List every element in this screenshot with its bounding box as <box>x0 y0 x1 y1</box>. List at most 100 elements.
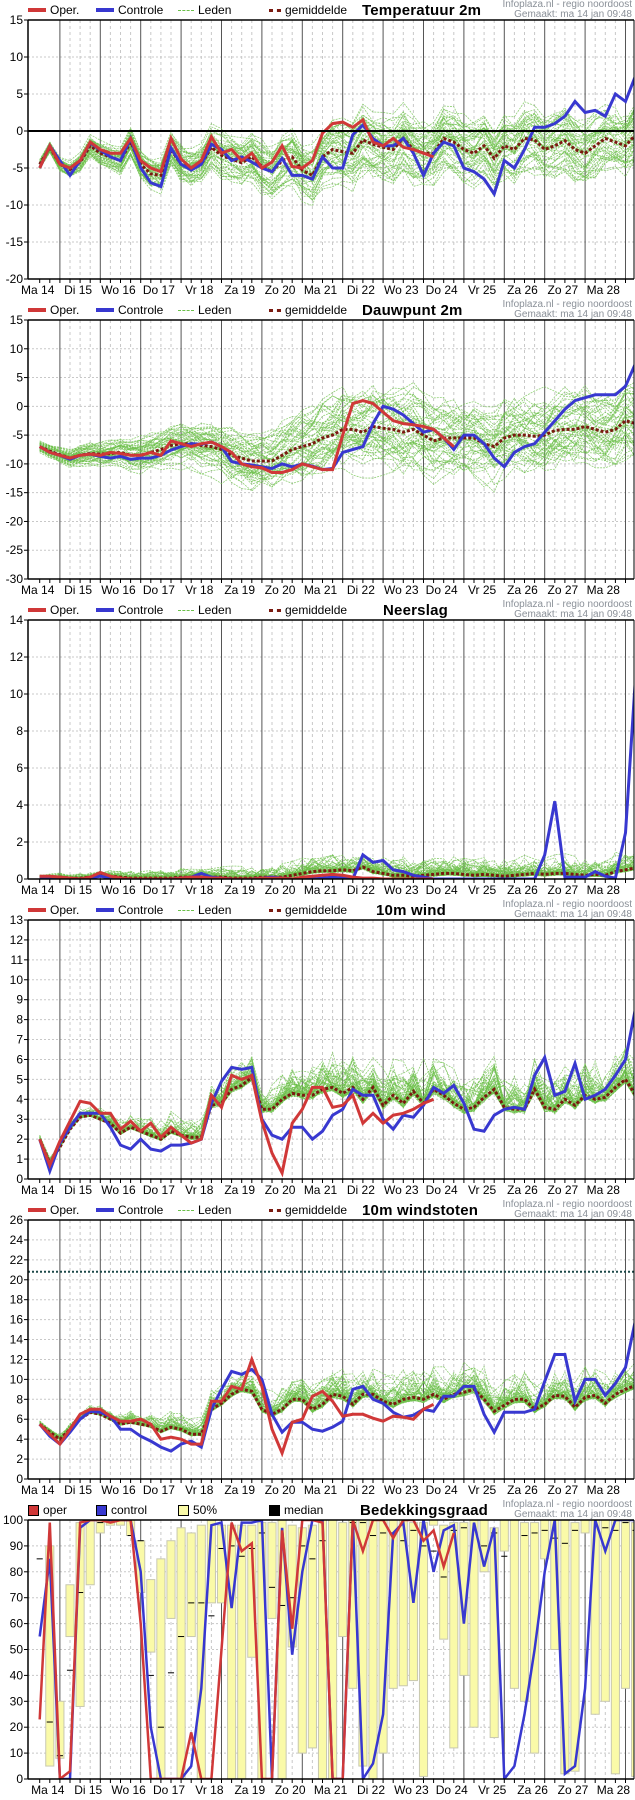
x-tick-label: Ma 21 <box>304 583 338 597</box>
y-tick-label: 2 <box>16 835 23 849</box>
legend-label: Leden <box>198 603 232 617</box>
chart-svg: 0 10 20 30 40 50 60 70 80 90 100 Ma 14 Di 15 Wo 16 Do … <box>3 1513 635 1797</box>
ensemble-member-line <box>39 399 634 455</box>
x-tick-label: Vr 18 <box>185 283 214 297</box>
control-line <box>38 1319 634 1453</box>
ensemble-member-line <box>39 115 634 180</box>
band-bar <box>166 1540 176 1619</box>
y-tick-label: -15 <box>6 235 24 249</box>
y-tick-label: -30 <box>6 572 24 586</box>
ensemble-member-line <box>39 856 634 879</box>
legend-label: gemiddelde <box>285 903 348 917</box>
legend-item-control: Controle <box>96 1203 163 1217</box>
ensemble-member-line <box>39 123 634 184</box>
ensemble-member-line <box>39 149 634 195</box>
y-tick-label: 4 <box>16 1092 23 1106</box>
legend-swatch-control <box>96 8 114 12</box>
ensemble-member-line <box>39 864 634 879</box>
band-bar <box>206 1520 216 1604</box>
y-tick-label: 14 <box>10 613 24 627</box>
plot-area <box>38 1008 634 1178</box>
y-tick-label: 12 <box>10 933 24 947</box>
legend-label: Leden <box>198 3 232 17</box>
ensemble-member-line <box>39 114 634 170</box>
legend-swatch-oper <box>28 908 46 912</box>
x-tick-label: Zo 20 <box>265 883 296 897</box>
band-bar <box>85 1520 95 1586</box>
x-tick-label: Wo 16 <box>101 883 136 897</box>
legend-label: Oper. <box>50 603 80 617</box>
legend-label: gemiddelde <box>285 1203 348 1217</box>
ensemble-member-line <box>39 857 634 879</box>
legend-item-control: control <box>96 1503 147 1517</box>
y-tick-label: 90 <box>10 1539 24 1553</box>
y-tick-label: 0 <box>16 1172 23 1186</box>
y-tick-label: 9 <box>16 993 23 1007</box>
legend-label: Leden <box>198 1203 232 1217</box>
band-bar <box>338 1522 348 1638</box>
legend-item-oper: Oper. <box>28 3 79 17</box>
x-tick-label: Wo 23 <box>394 1783 429 1797</box>
made-line: Gemaakt: ma 14 jan 09:48 <box>514 609 632 620</box>
x-tick-label: Zo 20 <box>265 1183 296 1197</box>
ensemble-member-line <box>39 856 634 879</box>
x-tick-label: Vr 25 <box>468 583 497 597</box>
x-tick-label: Di 22 <box>347 1483 375 1497</box>
band-bar <box>449 1522 459 1749</box>
source-line: Infoplaza.nl - regio noordoost <box>502 599 632 610</box>
x-tick-label: Za 19 <box>224 583 255 597</box>
y-tick-label: 2 <box>16 1452 23 1466</box>
legend-swatch-control <box>96 1504 107 1516</box>
plot-area <box>38 75 634 207</box>
ensemble-member-line <box>39 391 634 456</box>
legend-item-members: Leden <box>178 303 231 317</box>
y-tick-label: -20 <box>6 272 24 286</box>
y-tick-label: 100 <box>3 1513 23 1527</box>
band-bar <box>620 1520 631 1689</box>
y-tick-label: 12 <box>10 1352 24 1366</box>
ensemble-member-line <box>39 1383 634 1441</box>
y-tick-label: 50 <box>10 1643 24 1657</box>
x-tick-label: Za 19 <box>234 1783 265 1797</box>
legend-item-control: Controle <box>96 303 163 317</box>
source-line: Infoplaza.nl - regio noordoost <box>502 299 632 310</box>
y-tick-label: 6 <box>16 1412 23 1426</box>
x-tick-label: Zo 27 <box>548 883 579 897</box>
chart-svg: 0 2 4 6 8 10 12 14 Ma 14 Di 15 Wo 16 Do 17 Vr 18 Za 1… <box>10 613 635 897</box>
legend-swatch-oper <box>28 608 46 612</box>
band-bar <box>540 1520 550 1560</box>
x-tick-label: Za 19 <box>224 1183 255 1197</box>
y-tick-label: -25 <box>6 543 24 557</box>
y-tick-label: -20 <box>6 514 24 528</box>
x-tick-label: Ma 14 <box>21 583 55 597</box>
band-bar <box>590 1520 600 1715</box>
band-bar <box>65 1584 75 1638</box>
band-bar <box>519 1522 530 1702</box>
legend-label: Leden <box>198 903 232 917</box>
y-tick-label: 3 <box>16 1112 23 1126</box>
y-tick-label: 10 <box>10 1372 24 1386</box>
chart-panel-3: 0 1 2 3 4 5 6 7 8 9 10 11 12 13 Ma 14 Di 15 Wo 16 Do 17 Vr… <box>0 900 635 1200</box>
ensemble-member-line <box>39 134 634 194</box>
chart-svg: -20 -15 -10 -5 0 5 10 15 Ma 14 Di 15 Wo 16 Do 17 Vr … <box>6 13 635 297</box>
x-tick-label: Wo 23 <box>384 883 419 897</box>
y-tick-label: 8 <box>16 1392 23 1406</box>
x-tick-label: Di 15 <box>64 883 92 897</box>
chart-title: Bedekkingsgraad <box>360 1502 489 1519</box>
band-bar <box>176 1527 186 1779</box>
band-bar <box>186 1532 196 1638</box>
oper-line <box>38 1520 455 1779</box>
legend-swatch-mean <box>269 308 281 312</box>
legend-swatch-mean <box>269 8 281 12</box>
legend-label: oper <box>43 1503 68 1517</box>
legend-swatch-control <box>96 908 114 912</box>
x-tick-label: Vr 25 <box>468 1183 497 1197</box>
x-tick-label: Ma 28 <box>597 1783 631 1797</box>
chart-title: Neerslag <box>383 602 448 619</box>
band-bar <box>146 1579 156 1653</box>
x-tick-label: Di 15 <box>64 583 92 597</box>
ensemble-member-line <box>39 432 634 475</box>
y-tick-label: 15 <box>10 13 24 27</box>
y-tick-label: 0 <box>16 872 23 886</box>
